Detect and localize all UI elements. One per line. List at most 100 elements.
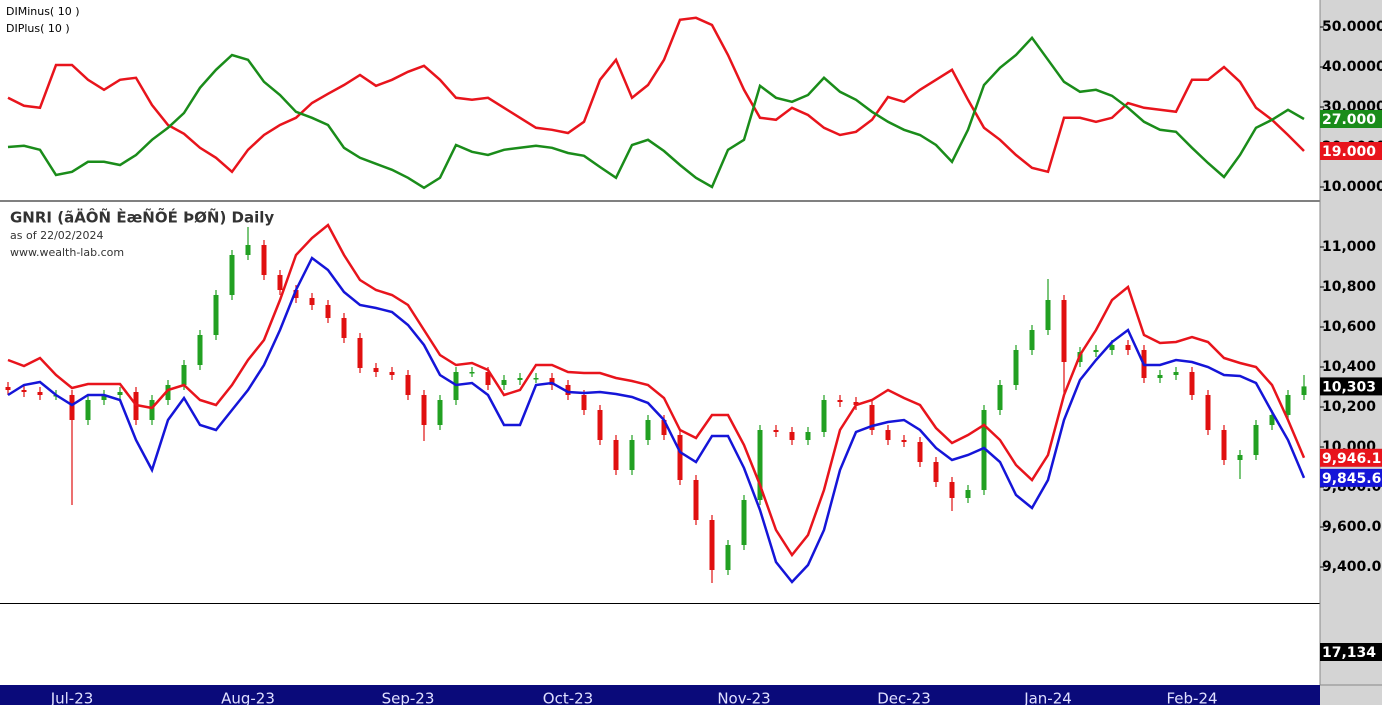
candle-body <box>309 298 315 305</box>
candle-body <box>85 400 91 420</box>
candle-body <box>469 372 475 374</box>
candle-body <box>101 395 107 400</box>
y-tick-label: 10.0000 <box>1322 179 1382 195</box>
candle-body <box>613 440 619 470</box>
candle-body <box>1045 300 1051 330</box>
last-value-box <box>1320 142 1382 160</box>
candle-body <box>117 392 123 395</box>
y-tick-label: 10,800 <box>1322 279 1376 295</box>
candle-body <box>629 440 635 470</box>
candle-body <box>1109 345 1115 350</box>
candle-body <box>277 275 283 290</box>
series-line <box>7 35 1305 190</box>
x-tick-label: Jul-23 <box>50 690 94 705</box>
chart-title: GNRI (ãÄÔÑ ÈæÑÕÉ ÞØÑ) Daily <box>10 208 274 227</box>
candle-body <box>757 430 763 500</box>
candle-body <box>1269 415 1275 425</box>
last-value-box <box>1320 110 1382 128</box>
last-value-box <box>1320 448 1382 467</box>
candle-body <box>501 380 507 385</box>
subtitle: as of 22/02/2024 <box>10 229 103 242</box>
candle-body <box>389 372 395 375</box>
y-tick-label: 9,400.0 <box>1322 559 1382 575</box>
series-line <box>7 16 1305 174</box>
candle-body <box>1061 300 1067 362</box>
candle-body <box>597 410 603 440</box>
candle-body <box>1093 350 1099 352</box>
candle-body <box>165 385 171 400</box>
legend-entry: DIPlus( 10 ) <box>6 22 70 35</box>
last-value-label: 9,946.1 <box>1322 451 1381 467</box>
series-line <box>7 256 1306 584</box>
y-tick-label: 10,600 <box>1322 319 1376 335</box>
last-value-label: 19.000 <box>1322 144 1376 160</box>
candle-body <box>69 395 75 420</box>
candle-body <box>485 372 491 385</box>
candle-body <box>949 482 955 498</box>
candle-body <box>1189 372 1195 395</box>
candle-body <box>773 430 779 432</box>
candle-body <box>149 400 155 420</box>
last-value-box <box>1320 377 1382 396</box>
candle-body <box>421 395 427 425</box>
candle-body <box>565 385 571 395</box>
candle-body <box>1237 455 1243 460</box>
candle-body <box>405 375 411 395</box>
last-value-label: 10,303 <box>1322 379 1376 395</box>
candle-body <box>1301 386 1307 395</box>
candle-body <box>293 290 299 298</box>
candle-body <box>965 490 971 498</box>
candle-body <box>21 390 27 392</box>
candle-body <box>709 520 715 570</box>
candle-body <box>1125 345 1131 350</box>
last-value-label: 27.000 <box>1322 112 1376 128</box>
candle-body <box>533 378 539 380</box>
candle-body <box>37 392 43 395</box>
candle-body <box>181 365 187 385</box>
candle-body <box>325 305 331 318</box>
series-line <box>7 223 1306 558</box>
candle-body <box>885 430 891 440</box>
candle-body <box>1173 372 1179 375</box>
x-tick-label: Aug-23 <box>221 690 275 705</box>
x-tick-label: Oct-23 <box>543 690 593 705</box>
y-tick-label: 40.0000 <box>1322 59 1382 75</box>
candle-body <box>661 420 667 435</box>
candle-body <box>261 245 267 275</box>
candle-body <box>581 395 587 410</box>
candle-body <box>789 432 795 440</box>
y-tick-label: 50.0000 <box>1322 19 1382 35</box>
y-tick-label: 11,000 <box>1322 239 1376 255</box>
x-tick-label: Sep-23 <box>382 690 435 705</box>
candle-body <box>437 400 443 425</box>
candle-body <box>1157 375 1163 378</box>
candle-body <box>549 378 555 385</box>
candle-body <box>1013 350 1019 385</box>
candle-body <box>197 335 203 365</box>
candle-body <box>5 387 11 390</box>
candle-body <box>805 432 811 440</box>
y-tick-label: 9,600.0 <box>1322 519 1382 535</box>
candle-body <box>645 420 651 440</box>
candle-body <box>693 480 699 520</box>
candle-body <box>229 255 235 295</box>
last-value-label: 9,845.6 <box>1322 471 1381 487</box>
candle-body <box>517 378 523 380</box>
y-tick-label: 10,400 <box>1322 359 1376 375</box>
date-bar <box>0 685 1320 705</box>
candle-body <box>933 462 939 482</box>
candle-body <box>1253 425 1259 455</box>
x-tick-label: Dec-23 <box>877 690 931 705</box>
x-tick-label: Jan-24 <box>1023 690 1072 705</box>
candle-body <box>677 435 683 480</box>
candle-body <box>1029 330 1035 350</box>
candle-body <box>917 442 923 462</box>
x-tick-label: Nov-23 <box>717 690 770 705</box>
last-value-label: 17,134 <box>1322 645 1376 661</box>
candle-body <box>373 368 379 372</box>
candle-body <box>725 545 731 570</box>
legend-entry: DIMinus( 10 ) <box>6 5 80 18</box>
candle-body <box>1285 395 1291 415</box>
